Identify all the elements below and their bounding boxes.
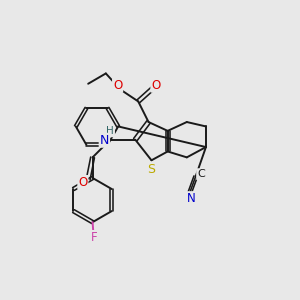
Text: S: S (147, 163, 155, 176)
Text: N: N (187, 192, 196, 205)
Text: N: N (100, 134, 109, 147)
Text: H: H (106, 126, 114, 136)
Text: O: O (113, 79, 122, 92)
Text: O: O (151, 79, 160, 92)
Text: O: O (78, 176, 88, 189)
Text: C: C (197, 169, 205, 179)
Text: F: F (91, 231, 98, 244)
